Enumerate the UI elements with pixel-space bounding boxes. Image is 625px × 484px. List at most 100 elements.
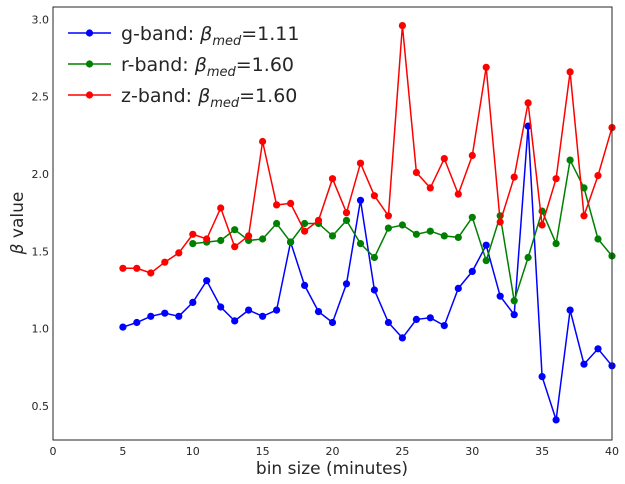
- z-band-point: [175, 249, 183, 257]
- z-band-point: [217, 204, 225, 212]
- r-band-point: [398, 221, 406, 229]
- g-band-point: [594, 345, 602, 353]
- g-band-legend-label: g-band: βmed=1.11: [121, 23, 299, 49]
- g-band-point: [245, 306, 253, 314]
- x-tick-label: 0: [50, 445, 57, 458]
- z-band-point: [566, 68, 574, 76]
- r-band-point: [468, 213, 476, 221]
- g-band-point: [552, 416, 560, 424]
- y-axis-label: β value: [8, 192, 28, 256]
- r-band-point: [342, 216, 351, 224]
- r-band-point: [440, 232, 448, 240]
- g-band-point: [301, 281, 309, 289]
- z-band-point: [301, 227, 309, 235]
- z-band-point: [356, 159, 365, 167]
- z-band-point: [133, 264, 141, 272]
- r-band-point: [510, 297, 518, 305]
- g-band-point: [370, 286, 378, 294]
- z-band-point: [328, 175, 337, 183]
- g-band-point: [566, 306, 574, 314]
- r-band-point: [356, 240, 365, 248]
- y-tick-label: 2.0: [32, 168, 50, 181]
- r-band-point: [273, 219, 281, 228]
- g-band-point: [482, 241, 490, 249]
- z-band-point: [342, 209, 351, 217]
- g-band-point: [328, 318, 337, 327]
- x-tick-label: 5: [119, 445, 126, 458]
- z-band-point: [398, 22, 406, 30]
- x-tick-labels: 0 5 10 15 20 25 30 35 40: [50, 445, 620, 458]
- z-band-point: [524, 99, 532, 107]
- r-band-point: [552, 240, 560, 248]
- g-band-point: [496, 292, 504, 300]
- z-band-point: [426, 184, 434, 192]
- z-band-point: [273, 201, 281, 209]
- legend: g-band: βmed=1.11 r-band: βmed=1.60 z-band…: [68, 23, 299, 111]
- z-band-point: [552, 175, 560, 183]
- g-band-point: [510, 311, 518, 319]
- r-band-point: [566, 156, 574, 164]
- y-axis-label-symbol: β: [8, 243, 28, 255]
- g-band-line: [122, 126, 613, 421]
- r-band-point: [231, 226, 239, 234]
- g-band-point: [133, 318, 141, 327]
- r-band-point: [454, 233, 462, 241]
- z-band-point: [147, 269, 155, 277]
- x-tick-label: 20: [326, 445, 340, 458]
- r-band-point: [287, 238, 295, 246]
- plot-area: [53, 7, 612, 440]
- g-band-point: [398, 334, 406, 342]
- z-band-point: [231, 243, 239, 251]
- z-band-point: [189, 230, 197, 238]
- z-band-point: [454, 190, 462, 198]
- g-band-point: [440, 322, 448, 330]
- z-band-point: [580, 212, 588, 220]
- g-band-point: [412, 315, 420, 323]
- y-axis-label-text: value: [8, 192, 28, 244]
- plot-frame: [52, 6, 613, 441]
- z-band-point: [594, 172, 602, 180]
- y-tick-label: 1.5: [32, 245, 50, 258]
- g-band-point: [231, 317, 239, 325]
- r-band-point: [189, 240, 197, 248]
- z-band-point: [161, 258, 169, 266]
- x-tick-label: 25: [395, 445, 409, 458]
- y-tick-label: 2.5: [32, 91, 50, 104]
- r-band-point: [259, 235, 267, 243]
- r-band-point: [370, 253, 378, 262]
- z-band-point: [119, 264, 127, 272]
- r-band-legend-marker: [85, 60, 94, 68]
- g-band-point: [468, 267, 476, 275]
- z-band-point: [370, 192, 378, 200]
- z-band-point: [314, 216, 323, 224]
- z-band-point: [259, 137, 267, 146]
- series-layer: [119, 22, 616, 424]
- x-axis-label: bin size (minutes): [256, 459, 408, 479]
- z-band-point: [245, 232, 253, 240]
- z-band-point: [510, 173, 518, 181]
- x-tick-label: 10: [186, 445, 200, 458]
- z-band-point: [412, 168, 420, 177]
- z-band-point: [287, 199, 295, 207]
- r-band-point: [328, 232, 337, 240]
- g-band-point: [580, 360, 588, 368]
- g-band-point: [356, 196, 365, 204]
- r-band-point: [482, 257, 490, 265]
- z-band-legend-marker: [85, 91, 94, 99]
- x-tick-label: 40: [605, 445, 619, 458]
- g-band-point: [217, 303, 225, 311]
- x-tick-label: 35: [535, 445, 549, 458]
- g-band-point: [426, 314, 434, 322]
- z-band-point: [538, 221, 546, 229]
- r-band-point: [384, 224, 392, 232]
- x-tick-label: 30: [465, 445, 479, 458]
- r-band-point: [594, 235, 602, 243]
- g-band-point: [384, 318, 392, 327]
- z-band-point: [384, 212, 392, 220]
- g-band-point: [147, 312, 155, 320]
- r-band-point: [412, 230, 420, 238]
- z-band-legend-label: z-band: βmed=1.60: [121, 85, 297, 111]
- r-band-point: [426, 227, 434, 235]
- g-band-legend-marker: [85, 29, 94, 37]
- z-band-point: [203, 235, 211, 243]
